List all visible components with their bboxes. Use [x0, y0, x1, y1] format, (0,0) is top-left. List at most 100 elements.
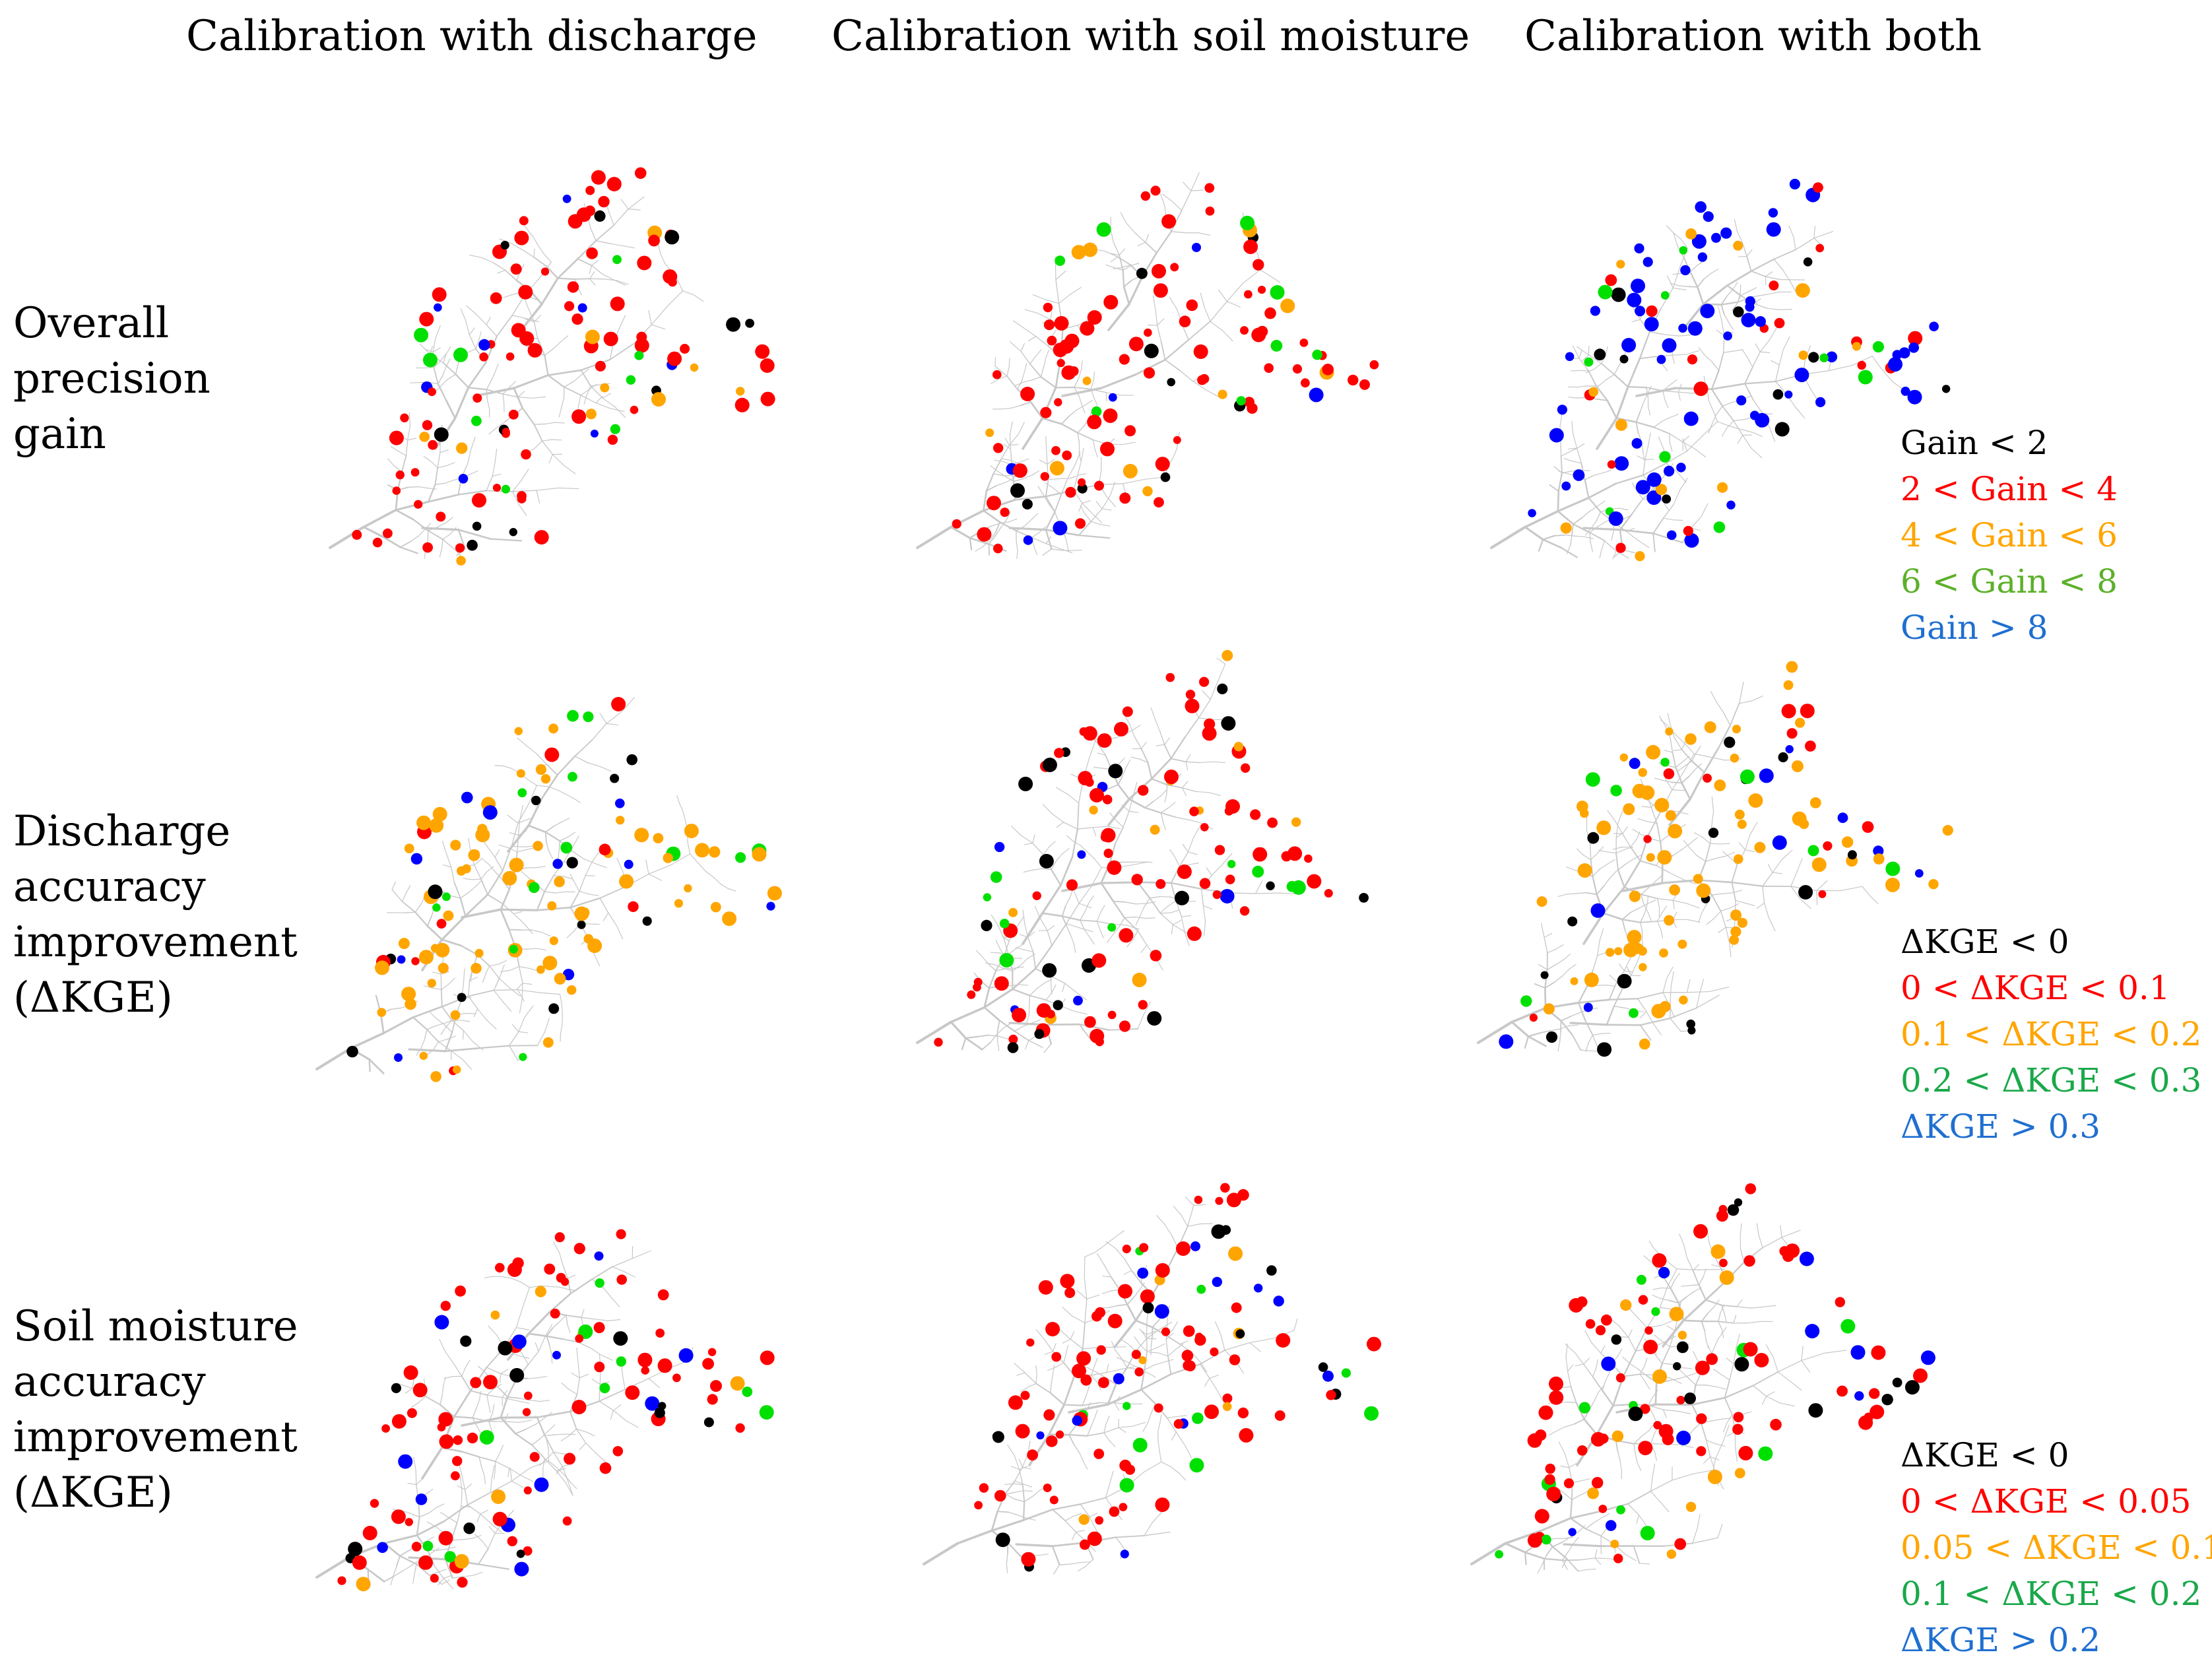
river-segment [540, 1431, 548, 1439]
river-segment [1039, 917, 1048, 931]
river-segment [1723, 350, 1734, 353]
river-segment [660, 253, 665, 263]
river-segment [1672, 900, 1688, 904]
station-marker [1669, 884, 1680, 896]
river-segment [1111, 253, 1120, 256]
river-segment [589, 265, 593, 275]
river-segment [1024, 843, 1033, 845]
river-segment [1022, 1453, 1029, 1468]
station-marker [1737, 917, 1747, 928]
river-segment [1731, 882, 1736, 901]
station-marker [1620, 1299, 1632, 1311]
station-marker [1684, 1392, 1696, 1404]
station-marker [1040, 407, 1052, 418]
river-segment [1609, 974, 1617, 982]
river-segment [1686, 745, 1695, 754]
station-marker [1733, 1412, 1744, 1423]
river-segment [496, 422, 505, 429]
station-marker [1042, 758, 1057, 772]
river-segment [470, 1390, 488, 1396]
river-segment [1661, 416, 1671, 422]
station-marker [742, 1387, 753, 1397]
station-marker [1904, 1380, 1920, 1395]
river-segment [1029, 356, 1036, 364]
legend-entry: Gain > 8 [1901, 608, 2048, 647]
map-panel [315, 697, 782, 1082]
river-segment [1070, 286, 1082, 295]
station-marker [1541, 1534, 1551, 1545]
station-marker [1107, 1010, 1117, 1020]
river-segment [670, 853, 691, 866]
river-segment [1660, 834, 1670, 842]
river-segment [1048, 1403, 1066, 1436]
station-marker [1597, 1042, 1612, 1057]
station-marker [1737, 820, 1747, 829]
river-segment [1167, 1416, 1178, 1419]
river-segment [1085, 1559, 1094, 1567]
river-segment [1117, 783, 1130, 801]
station-marker [1942, 825, 1953, 836]
river-segment [1659, 1297, 1670, 1301]
river-segment [1165, 1338, 1169, 1357]
river-segment [1476, 1020, 1514, 1045]
station-marker [1299, 339, 1309, 347]
row-title-line: gain [13, 410, 106, 459]
river-segment [435, 325, 441, 339]
river-segment [1619, 508, 1629, 511]
station-marker [1499, 1034, 1514, 1049]
station-marker [1101, 828, 1116, 843]
station-marker [1304, 854, 1313, 863]
river-segment [1570, 1012, 1581, 1017]
river-segment [519, 1398, 531, 1401]
river-segment [486, 866, 494, 872]
river-segment [488, 1526, 496, 1534]
river-segment [1073, 1444, 1080, 1454]
station-marker [422, 1540, 434, 1552]
station-marker [1674, 1538, 1687, 1550]
station-marker [523, 1546, 533, 1556]
river-segment [1109, 1289, 1121, 1292]
river-segment [1063, 1375, 1076, 1406]
station-marker [1021, 1552, 1036, 1567]
river-segment [444, 1558, 453, 1579]
legend-entry: 6 < Gain < 8 [1901, 562, 2118, 601]
river-segment [478, 331, 482, 341]
legend-entry: 0 < ΔKGE < 0.05 [1901, 1482, 2192, 1521]
river-segment [1023, 1484, 1032, 1488]
station-marker [422, 542, 433, 553]
river-segment [1032, 1490, 1041, 1497]
station-marker [1079, 727, 1088, 736]
river-segment [1103, 1432, 1110, 1441]
station-marker [432, 903, 441, 912]
river-segment [1708, 424, 1712, 434]
river-segment [1044, 978, 1053, 984]
station-marker [594, 1361, 605, 1373]
station-marker [1545, 1031, 1558, 1043]
river-segment [1725, 927, 1730, 943]
river-segment [1115, 826, 1124, 845]
river-segment [1029, 988, 1038, 997]
station-marker [680, 344, 690, 354]
river-segment [1701, 503, 1708, 517]
river-segment [382, 1016, 414, 1035]
river-segment [1711, 361, 1720, 371]
river-segment [1852, 355, 1873, 366]
river-segment [507, 824, 530, 853]
station-marker [1799, 1251, 1814, 1266]
station-marker [1873, 853, 1885, 865]
river-segment [1572, 1034, 1582, 1051]
river-segment [544, 891, 556, 894]
river-segment [502, 1000, 512, 1012]
river-segment [1766, 1391, 1775, 1397]
river-segment [1110, 229, 1114, 243]
river-segment [1736, 1306, 1752, 1309]
station-marker [1225, 874, 1235, 884]
station-marker [451, 1471, 460, 1481]
station-marker [634, 828, 649, 843]
river-segment [1089, 1513, 1098, 1517]
station-marker [999, 953, 1014, 967]
river-segment [1115, 1535, 1145, 1538]
river-segment [1032, 842, 1044, 855]
station-marker [1080, 1374, 1092, 1386]
river-segment [559, 1315, 566, 1323]
